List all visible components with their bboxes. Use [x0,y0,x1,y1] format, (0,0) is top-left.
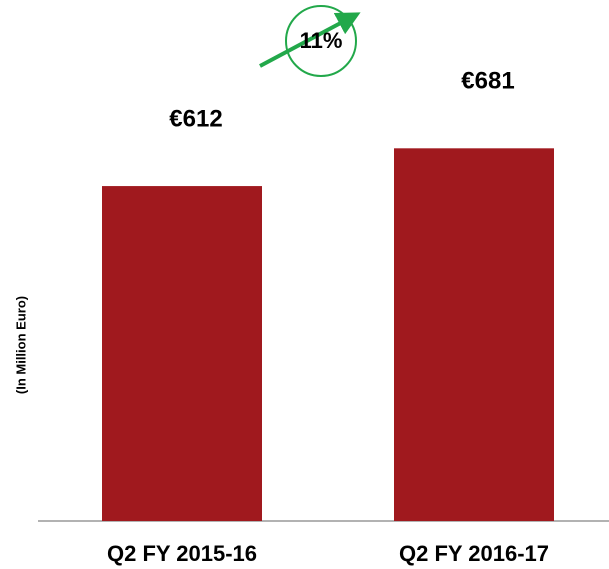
value-label: €612 [169,105,222,132]
y-axis-label: (In Million Euro) [13,296,28,394]
bar [102,186,262,522]
x-tick-label: Q2 FY 2015-16 [107,541,257,566]
growth-arrow [259,12,361,68]
growth-circle [285,5,357,77]
value-label: €681 [461,68,514,95]
growth-label: 11% [300,28,343,53]
x-tick-label: Q2 FY 2016-17 [399,541,549,566]
bar [394,148,554,521]
